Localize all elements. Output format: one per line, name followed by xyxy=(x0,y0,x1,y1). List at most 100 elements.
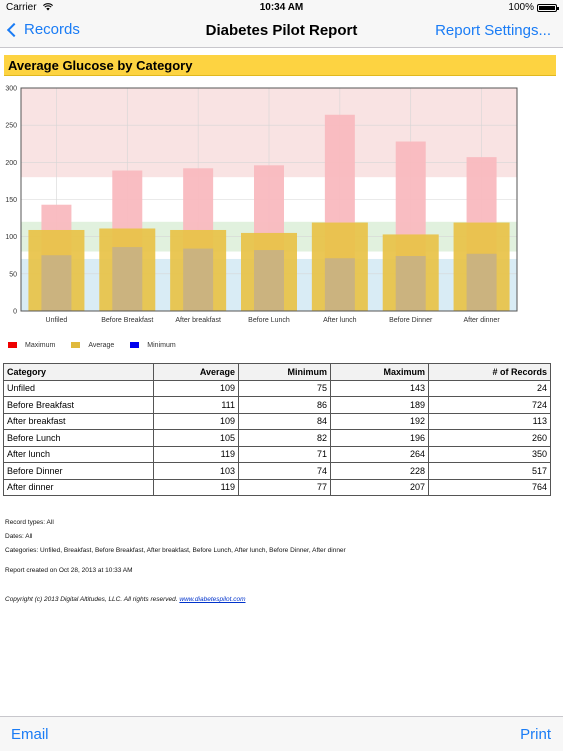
legend-swatch xyxy=(130,342,140,348)
legend-label: Minimum xyxy=(147,341,176,349)
x-tick-label: After dinner xyxy=(463,317,500,324)
table-row: After lunch 119 71 264 350 xyxy=(3,445,551,463)
report-section-title: Average Glucose by Category xyxy=(8,58,193,73)
chart-svg: 0 50 100 150 200 250 300 Unfiled Before Breakfas… xyxy=(5,86,518,324)
x-tick-label: After breakfast xyxy=(175,317,221,324)
report-section-header: Average Glucose by Category xyxy=(4,55,556,76)
x-tick-label: Unfiled xyxy=(46,317,68,324)
table-row: After dinner 119 77 207 764 xyxy=(3,478,551,496)
cell-average: 119 xyxy=(153,445,239,463)
wifi-icon xyxy=(43,3,54,11)
header-category: Category xyxy=(3,363,154,381)
cell-maximum: 228 xyxy=(330,462,429,480)
header-maximum: Maximum xyxy=(330,363,429,381)
bar-minimum xyxy=(395,255,426,311)
cell-maximum: 143 xyxy=(330,379,429,397)
bar-minimum xyxy=(41,255,72,311)
x-tick-label: After lunch xyxy=(323,317,357,324)
x-tick-label: Before Lunch xyxy=(248,317,290,324)
cell-minimum: 71 xyxy=(238,445,331,463)
cell-minimum: 84 xyxy=(238,412,331,430)
status-time: 10:34 AM xyxy=(259,2,304,13)
y-tick-label: 150 xyxy=(5,197,17,204)
cell-records: 113 xyxy=(428,412,551,430)
cell-average: 111 xyxy=(153,396,239,414)
cell-category: Before Lunch xyxy=(3,429,154,447)
note-report-created: Report created on Oct 28, 2013 at 10:33 … xyxy=(5,567,133,574)
cell-records: 350 xyxy=(428,445,551,463)
status-bar: Carrier 10:34 AM 100% xyxy=(0,0,563,16)
email-button[interactable]: Email xyxy=(11,726,49,743)
cell-records: 260 xyxy=(428,429,551,447)
chart-legend: Maximum Average Minimum xyxy=(8,339,192,351)
note-dates: Dates: All xyxy=(5,533,33,540)
cell-records: 724 xyxy=(428,396,551,414)
bar-minimum xyxy=(183,248,214,311)
cell-category: After dinner xyxy=(3,478,154,496)
plot-frame xyxy=(20,87,518,312)
header-records: # of Records xyxy=(428,363,551,381)
legend-item: Maximum xyxy=(8,342,55,349)
y-tick-label: 100 xyxy=(5,234,17,241)
header-minimum: Minimum xyxy=(238,363,331,381)
website-link[interactable]: www.diabetespilot.com xyxy=(179,596,246,603)
cell-minimum: 86 xyxy=(238,396,331,414)
y-tick-label: 300 xyxy=(5,86,17,93)
cell-average: 103 xyxy=(153,462,239,480)
y-tick-label: 250 xyxy=(5,123,17,130)
cell-records: 24 xyxy=(428,379,551,397)
bar-minimum xyxy=(324,258,355,311)
report-settings-button[interactable]: Report Settings... xyxy=(435,22,551,39)
print-button[interactable]: Print xyxy=(520,726,551,743)
cell-average: 119 xyxy=(153,478,239,496)
carrier-label: Carrier xyxy=(6,2,37,13)
cell-maximum: 207 xyxy=(330,478,429,496)
table-row: Before Dinner 103 74 228 517 xyxy=(3,462,551,480)
cell-category: After lunch xyxy=(3,445,154,463)
note-categories: Categories: Unfiled, Breakfast, Before B… xyxy=(5,547,346,554)
bar-minimum xyxy=(254,250,284,311)
cell-category: Before Breakfast xyxy=(3,396,154,414)
cell-category: Before Dinner xyxy=(3,462,154,480)
bar-minimum xyxy=(112,247,143,311)
bar-minimum xyxy=(466,253,497,311)
back-button-label: Records xyxy=(24,21,80,38)
cell-records: 764 xyxy=(428,478,551,496)
cell-maximum: 192 xyxy=(330,412,429,430)
back-to-records-button[interactable]: Records xyxy=(6,21,80,38)
legend-label: Maximum xyxy=(25,341,56,349)
copyright-notice: Copyright (c) 2013 Digital Altitudes, LL… xyxy=(5,596,246,603)
cell-average: 109 xyxy=(153,412,239,430)
glucose-chart: 0 50 100 150 200 250 300 Unfiled Before Breakfas… xyxy=(0,82,563,352)
y-tick-label: 50 xyxy=(9,271,17,278)
legend-swatch xyxy=(8,342,17,348)
y-tick-label: 200 xyxy=(5,160,17,167)
legend-item: Average xyxy=(71,342,114,349)
legend-item: Minimum xyxy=(130,341,176,349)
header-average: Average xyxy=(153,363,239,381)
table-row: Unfiled 109 75 143 24 xyxy=(3,379,551,397)
x-tick-label: Before Dinner xyxy=(389,317,433,324)
cell-minimum: 77 xyxy=(238,478,331,496)
table-header-row: Category Average Minimum Maximum # of Re… xyxy=(3,363,551,381)
navigation-bar: Records Diabetes Pilot Report Report Set… xyxy=(0,16,563,48)
cell-records: 517 xyxy=(428,462,551,480)
table-row: Before Breakfast 111 86 189 724 xyxy=(3,396,551,414)
y-tick-label: 0 xyxy=(13,309,17,316)
battery-icon xyxy=(537,4,559,12)
cell-category: After breakfast xyxy=(3,412,154,430)
bottom-toolbar: Email Print xyxy=(0,716,563,751)
cell-category: Unfiled xyxy=(3,379,154,397)
data-table: Category Average Minimum Maximum # of Re… xyxy=(3,363,551,496)
cell-maximum: 189 xyxy=(330,396,429,414)
status-carrier: Carrier xyxy=(6,0,54,16)
cell-maximum: 264 xyxy=(330,445,429,463)
note-record-types: Record types: All xyxy=(5,519,54,526)
page-title: Diabetes Pilot Report xyxy=(205,22,358,39)
cell-average: 105 xyxy=(153,429,239,447)
legend-swatch xyxy=(71,342,81,348)
status-battery: 100% xyxy=(508,0,559,16)
x-tick-label: Before Breakfast xyxy=(101,317,153,324)
copyright-text: Copyright (c) 2013 Digital Altitudes, LL… xyxy=(5,596,178,603)
cell-maximum: 196 xyxy=(330,429,429,447)
